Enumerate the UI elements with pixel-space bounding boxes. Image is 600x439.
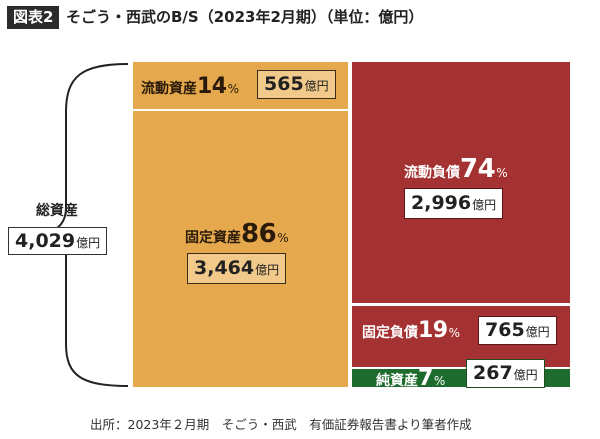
current-liabilities-block: 流動負債74% 2,996億円: [352, 62, 570, 303]
figure-badge: 図表2: [7, 6, 60, 29]
total-assets-label: 総資産: [36, 203, 78, 219]
current-assets-value: 565: [264, 73, 304, 95]
current-assets-pct-sign: %: [227, 82, 240, 96]
fixed-liabilities-value-box: 765億円: [478, 316, 557, 345]
fixed-assets-value: 3,464: [194, 257, 255, 279]
fixed-assets-unit: 億円: [255, 263, 280, 277]
net-assets-unit: 億円: [513, 368, 538, 382]
current-liabilities-unit: 億円: [472, 198, 497, 212]
fixed-assets-pct: 86: [241, 219, 277, 249]
current-assets-label: 流動資産: [141, 81, 197, 97]
total-assets-unit: 億円: [76, 236, 101, 250]
net-assets-label: 純資産: [376, 373, 418, 389]
current-liabilities-pct-sign: %: [496, 166, 508, 180]
current-assets-value-box: 565億円: [257, 70, 336, 99]
net-assets-pct: 7: [418, 366, 433, 391]
fixed-liabilities-value: 765: [485, 319, 525, 341]
current-liabilities-label-group: 流動負債74%: [404, 154, 508, 184]
fixed-assets-block: 固定資産86% 3,464億円: [133, 111, 348, 387]
current-liabilities-value-box: 2,996億円: [404, 188, 504, 219]
fixed-liabilities-unit: 億円: [525, 325, 550, 339]
current-assets-label-group: 流動資産14%: [141, 74, 239, 99]
total-assets-value: 4,029: [15, 230, 76, 252]
net-assets-pct-sign: %: [433, 374, 446, 388]
figure-title: そごう・西武のB/S（2023年2月期）（単位：億円）: [66, 8, 424, 26]
net-assets-label-group: 純資産7%: [376, 366, 445, 391]
fixed-assets-pct-sign: %: [277, 231, 289, 245]
current-liabilities-label: 流動負債: [404, 165, 460, 181]
current-assets-unit: 億円: [304, 79, 329, 93]
fixed-liabilities-pct: 19: [418, 318, 448, 343]
fixed-liabilities-pct-sign: %: [448, 326, 461, 340]
fixed-assets-label: 固定資産: [185, 230, 241, 246]
net-assets-value-box: 267億円: [466, 359, 545, 388]
fixed-liabilities-label: 固定負債: [362, 325, 418, 341]
fixed-assets-label-group: 固定資産86%: [185, 219, 289, 249]
net-assets-value: 267: [473, 362, 513, 384]
fixed-liabilities-label-group: 固定負債19%: [362, 318, 460, 343]
fixed-liabilities-block: 固定負債19% 765億円: [352, 306, 570, 367]
fixed-assets-value-box: 3,464億円: [187, 253, 287, 284]
source-note: 出所：2023年２月期 そごう・西武 有価証券報告書より筆者作成: [90, 417, 472, 432]
current-assets-pct: 14: [197, 74, 227, 99]
current-liabilities-pct: 74: [460, 154, 496, 184]
current-liabilities-value: 2,996: [411, 192, 472, 214]
current-assets-block: 流動資産14% 565億円: [133, 62, 348, 109]
total-assets-value-box: 4,029億円: [8, 227, 108, 255]
